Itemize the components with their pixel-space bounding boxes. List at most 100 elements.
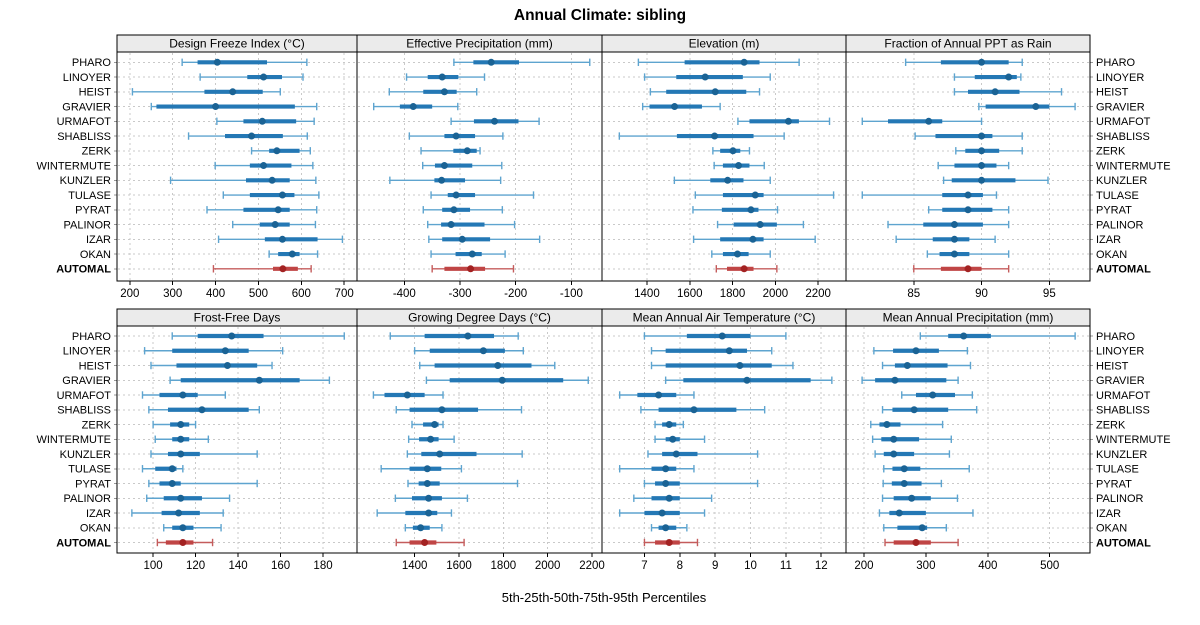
range-row-shabliss: [881, 406, 978, 414]
range-row-shabliss: [914, 132, 1023, 140]
median-dot: [978, 132, 986, 140]
range-row-heist: [131, 88, 281, 96]
row-label-right: SHABLISS: [1096, 405, 1150, 417]
axis-caption: 5th-25th-50th-75th-95th Percentiles: [502, 590, 707, 605]
median-dot: [711, 88, 719, 96]
row-label-right: IZAR: [1096, 508, 1121, 520]
median-dot: [672, 450, 680, 458]
range-row-automal: [913, 265, 1010, 273]
range-row-palinor: [633, 494, 713, 502]
range-row-izar: [131, 509, 224, 517]
row-label-right: AUTOMAL: [1096, 537, 1151, 549]
median-dot: [212, 103, 220, 111]
row-label-right: URMAFOT: [1096, 116, 1151, 128]
range-row-pharo: [919, 332, 1076, 340]
axis-tick-label: 1600: [677, 288, 703, 300]
median-dot: [494, 362, 502, 369]
median-dot: [671, 103, 679, 111]
panel-background: [117, 52, 357, 281]
median-dot: [260, 162, 268, 170]
median-dot: [891, 376, 899, 384]
axis-tick-label: 200: [120, 288, 139, 300]
median-dot: [711, 132, 719, 140]
row-label-left: GRAVIER: [62, 101, 111, 113]
row-label-left: TULASE: [68, 464, 111, 476]
row-label-right: KUNZLER: [1096, 175, 1147, 187]
axis-tick-label: 2200: [805, 288, 831, 300]
axis-tick-label: 2000: [535, 560, 561, 572]
median-dot: [229, 88, 237, 96]
axis-tick-label: 200: [854, 560, 873, 572]
median-dot: [271, 221, 279, 229]
axis-tick-label: 95: [1043, 288, 1056, 300]
median-dot: [487, 58, 495, 66]
median-dot: [431, 421, 439, 428]
row-label-right: WINTERMUTE: [1096, 434, 1171, 446]
range-row-urmafot: [141, 391, 227, 399]
panel-title: Effective Precipitation (mm): [406, 37, 553, 51]
range-row-kunzler: [169, 176, 317, 184]
row-label-right: AUTOMAL: [1096, 264, 1151, 276]
range-row-linoyer: [405, 73, 486, 81]
range-row-izar: [692, 235, 816, 243]
panel: 1400 1600 1800 2000 2200 Growing Degree Days …: [356, 308, 605, 572]
median-dot: [925, 117, 933, 125]
range-row-kunzler: [874, 450, 951, 458]
median-dot: [421, 539, 429, 546]
range-row-pharo: [389, 332, 519, 340]
median-dot: [978, 162, 986, 170]
range-row-tulase: [861, 191, 998, 199]
range-row-wintermute: [713, 161, 765, 170]
axis-tick-label: 500: [1040, 560, 1059, 572]
range-row-urmafot: [618, 391, 695, 399]
row-label-left: PHARO: [72, 331, 112, 343]
axis-tick-label: 8: [677, 560, 683, 572]
row-label-right: ZERK: [1096, 419, 1126, 431]
median-dot: [438, 73, 446, 81]
median-dot: [440, 88, 448, 96]
axis-tick-label: 10: [744, 560, 757, 572]
row-label-left: HEIST: [79, 360, 112, 372]
median-dot: [960, 332, 968, 340]
range-row-palinor: [716, 220, 805, 229]
row-label-right: PHARO: [1096, 57, 1136, 69]
row-label-right: PYRAT: [1096, 205, 1132, 217]
median-dot: [964, 191, 972, 199]
range-row-linoyer: [953, 73, 1022, 81]
median-dot: [279, 265, 287, 273]
median-dot: [1032, 103, 1040, 111]
range-row-pyrat: [927, 206, 1010, 214]
median-dot: [221, 347, 229, 355]
median-dot: [248, 132, 256, 140]
range-row-kunzler: [389, 176, 502, 184]
median-dot: [751, 191, 759, 199]
axis-tick-label: 85: [907, 288, 920, 300]
median-dot: [223, 362, 231, 369]
row-label-left: OKAN: [80, 249, 111, 261]
median-dot: [268, 176, 276, 184]
median-dot: [260, 73, 268, 81]
median-dot: [740, 58, 748, 66]
row-label-left: KUNZLER: [60, 449, 111, 461]
range-row-palinor: [887, 220, 1010, 229]
range-row-okan: [883, 524, 948, 532]
median-dot: [903, 362, 911, 369]
median-dot: [175, 509, 183, 517]
median-dot: [447, 221, 455, 229]
median-dot: [910, 406, 918, 414]
median-dot: [278, 235, 286, 243]
axis-tick-label: -100: [560, 288, 583, 300]
median-dot: [498, 376, 506, 384]
range-row-shabliss: [408, 132, 504, 140]
median-dot: [179, 391, 187, 399]
median-dot: [718, 332, 726, 340]
range-row-kunzler: [406, 450, 523, 458]
range-row-gravier: [641, 102, 721, 111]
range-row-urmafot: [861, 117, 983, 125]
axis-tick-label: 1400: [634, 288, 660, 300]
panel-title: Growing Degree Days (°C): [408, 311, 551, 325]
range-row-linoyer: [143, 347, 284, 355]
median-dot: [665, 421, 673, 428]
range-row-zerk: [250, 147, 311, 155]
range-row-wintermute: [871, 435, 952, 443]
